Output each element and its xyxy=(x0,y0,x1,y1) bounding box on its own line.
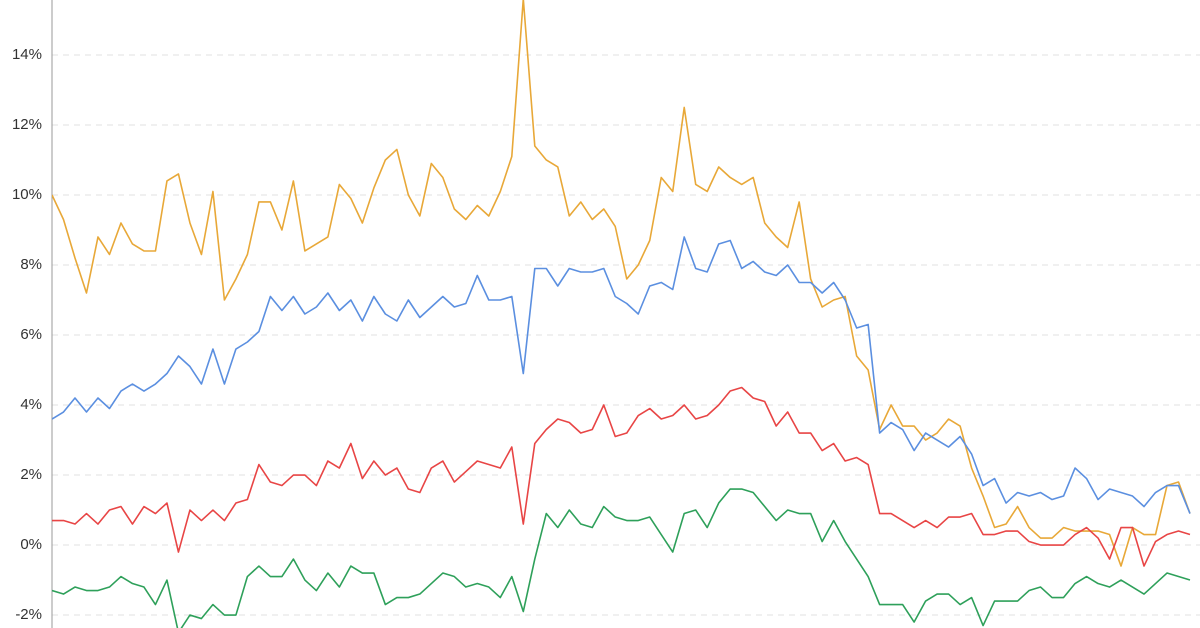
y-tick-label: 8% xyxy=(20,256,42,273)
y-tick-label: 4% xyxy=(20,396,42,413)
y-tick-label: 10% xyxy=(12,186,42,203)
y-tick-label: 12% xyxy=(12,116,42,133)
series-line xyxy=(52,236,1191,514)
series-line xyxy=(52,386,1191,567)
y-tick-label: 2% xyxy=(20,466,42,483)
plot-area xyxy=(52,0,1191,628)
y-tick-label: 0% xyxy=(20,536,42,553)
y-axis: -2% 0% 2% 4% 6% 8% 10% 12% 14% xyxy=(12,46,42,623)
y-tick-label: -2% xyxy=(15,606,42,623)
y-tick-label: 14% xyxy=(12,46,42,63)
series-line xyxy=(52,0,1191,567)
grid xyxy=(52,54,1200,616)
y-tick-label: 6% xyxy=(20,326,42,343)
series-line xyxy=(52,488,1191,628)
